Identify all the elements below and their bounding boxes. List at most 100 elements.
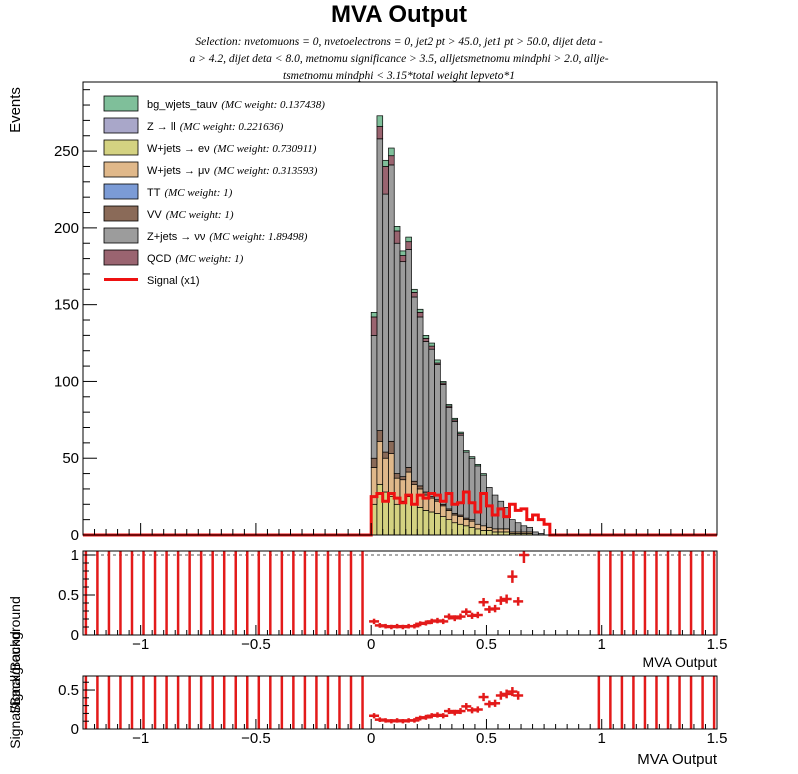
histogram-bar (405, 467, 412, 473)
histogram-bar (376, 483, 384, 536)
legend-label: VV (MC weight: 1) (147, 209, 234, 221)
ratio-x-tick-label: 1.5 (707, 636, 728, 653)
histogram-bar (376, 440, 384, 485)
histogram-bar (440, 516, 447, 536)
y-tick-label: 0 (71, 527, 79, 544)
histogram-bar (382, 457, 389, 493)
subtitle-line-3: tsmetnomu mindphi < 3.15*total weight le… (283, 70, 515, 82)
histogram-bar (376, 138, 384, 431)
legend-swatch (103, 205, 139, 222)
histogram-bar (388, 147, 395, 157)
ratio-x-tick-label: −1 (132, 730, 149, 747)
histogram-bar (416, 485, 424, 490)
legend-swatch (103, 139, 139, 156)
histogram-bar (399, 255, 407, 263)
histogram-bar (526, 526, 533, 533)
histogram-bar (376, 126, 384, 140)
histogram-bar (411, 288, 418, 293)
histogram-bar (468, 456, 476, 459)
histogram-bar (474, 528, 482, 536)
y-tick-label: 250 (54, 143, 79, 160)
y-tick-label: 100 (54, 373, 79, 390)
histogram-bar (440, 384, 447, 505)
legend-label: Signal (x1) (147, 275, 200, 287)
histogram-bar (451, 514, 458, 524)
histogram-bar (457, 431, 464, 435)
main-plot-frame (82, 81, 718, 536)
histogram-bar (428, 348, 435, 497)
chart-title: MVA Output (331, 1, 467, 28)
histogram-bar (416, 311, 424, 318)
histogram-bar (393, 503, 401, 536)
histogram-bar (428, 497, 435, 513)
ratio-x-tick-label: 0 (367, 636, 375, 653)
y-tick-label: 50 (62, 450, 79, 467)
subtitle-line-1: Selection: nvetomuons = 0, nvetoelectron… (195, 36, 602, 48)
histogram-bar (399, 250, 407, 256)
ratio-x-tick-label: −1 (132, 636, 149, 653)
histogram-bar (457, 523, 464, 536)
histogram-bar (480, 473, 487, 476)
ratio-x-tick-label: 1 (598, 636, 606, 653)
histogram-bar (445, 404, 453, 407)
legend-weight: (MC weight: 1) (175, 253, 243, 265)
ratio-x-tick-label: 0.5 (476, 730, 497, 747)
histogram-bar (428, 511, 435, 536)
ratio-x-tick-label: 1.5 (707, 730, 728, 747)
ratio-x-tick-label: 1 (598, 730, 606, 747)
ratio-x-tick-label: −0.5 (241, 636, 271, 653)
histogram-bar (422, 341, 430, 493)
histogram-bar (434, 364, 441, 501)
subtitle-line-2: a > 4.2, dijet deta < 8.0, metnomu signi… (189, 53, 608, 65)
histogram-bar (405, 236, 412, 243)
ratio-y-tick-label: 0 (71, 721, 79, 738)
histogram-bar (405, 241, 412, 250)
y-tick-label: 200 (54, 220, 79, 237)
histogram-bar (440, 381, 447, 384)
histogram-bar (428, 345, 435, 350)
legend-weight: (MC weight: 1) (166, 209, 234, 221)
histogram-bar (474, 523, 482, 530)
histogram-bar (457, 516, 464, 525)
histogram-bar (416, 308, 424, 313)
histogram-bar (463, 450, 470, 453)
histogram-bar (388, 453, 395, 497)
histogram-bar (486, 526, 493, 531)
ratio-lower-x-axis-title: MVA Output (637, 751, 718, 768)
histogram-bar (393, 226, 401, 232)
histogram-bar (382, 159, 389, 167)
legend-swatch (103, 183, 139, 200)
histogram-bar (405, 471, 412, 497)
legend-weight: (MC weight: 1.89498) (209, 231, 307, 243)
histogram-bar (405, 249, 412, 468)
histogram-bar (503, 528, 510, 533)
histogram-bar (503, 507, 510, 530)
ratio-plot-frame (82, 675, 718, 730)
legend-weight: (MC weight: 0.221636) (180, 121, 284, 133)
legend-label: bg_wjets_tauv (MC weight: 0.137438) (147, 99, 325, 111)
histogram-bar (468, 520, 476, 528)
histogram-bar (468, 526, 476, 536)
legend-label: W+jets → μν (MC weight: 0.313593) (147, 165, 318, 177)
ratio-upper-y-axis-title: Signal/Background (7, 596, 23, 714)
ratio-upper-x-axis-title: MVA Output (643, 654, 718, 670)
histogram-bar (399, 500, 407, 536)
legend-weight: (MC weight: 0.313593) (214, 165, 318, 177)
legend-label: Z → ll (MC weight: 0.221636) (147, 121, 284, 133)
histogram-bar (434, 513, 441, 536)
histogram-bar (422, 338, 430, 342)
ratio-y-tick-label: 0.5 (58, 587, 79, 604)
histogram-bar (399, 476, 407, 481)
histogram-bar (451, 417, 458, 421)
histogram-bar (520, 525, 528, 533)
ratio-panel-lower: 0 0.5 −1 −0.5 0 0.5 1 1.5 (58, 675, 728, 747)
legend-label: Z+jets → νν (MC weight: 1.89498) (147, 231, 308, 243)
ratio-y-tick-label: 0 (71, 627, 79, 644)
histogram-bar (463, 451, 470, 519)
histogram-bar (382, 166, 389, 195)
y-tick-label: 150 (54, 297, 79, 314)
ratio-x-tick-label: −0.5 (241, 730, 271, 747)
histogram-bar (422, 335, 430, 339)
histogram-bar (370, 335, 378, 459)
